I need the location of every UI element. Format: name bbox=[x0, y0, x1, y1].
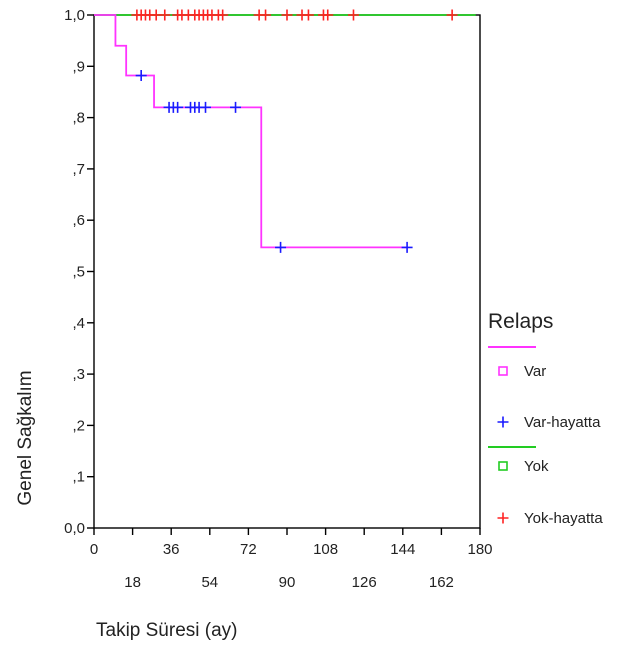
y-axis-ticks: 0,0 ,1 ,2 ,3 ,4 ,5 ,6 ,7 ,8 ,9 1,0 bbox=[64, 7, 94, 537]
x-tick-label: 54 bbox=[201, 574, 218, 591]
legend-title: Relaps bbox=[488, 310, 553, 333]
y-tick-label: ,1 bbox=[72, 469, 85, 486]
y-tick-label: ,5 bbox=[72, 264, 85, 281]
x-tick-label: 0 bbox=[90, 541, 98, 558]
plot-area bbox=[93, 14, 481, 529]
legend-entries: Var Var-hayatta Yok Yok-hayatta bbox=[488, 346, 603, 527]
censor-mark-var bbox=[135, 70, 147, 82]
y-tick-label: ,7 bbox=[72, 161, 85, 178]
legend-marker-var bbox=[498, 366, 508, 376]
censor-mark-yok bbox=[217, 9, 229, 21]
y-tick-label: ,3 bbox=[72, 366, 85, 383]
censor-mark-yok bbox=[159, 9, 171, 21]
censor-mark-yok bbox=[446, 9, 458, 21]
y-tick-label: 0,0 bbox=[64, 520, 85, 537]
x-tick-label: 18 bbox=[124, 574, 141, 591]
legend-marker-plus bbox=[497, 416, 509, 428]
y-tick-label: ,6 bbox=[72, 212, 85, 229]
x-tick-label: 162 bbox=[429, 574, 454, 591]
y-tick-label: ,8 bbox=[72, 110, 85, 127]
y-tick-label: ,2 bbox=[72, 417, 85, 434]
x-tick-label: 180 bbox=[467, 541, 492, 558]
x-tick-label: 144 bbox=[390, 541, 415, 558]
x-tick-label: 36 bbox=[163, 541, 180, 558]
censor-mark-yok bbox=[322, 9, 334, 21]
x-tick-label: 90 bbox=[279, 574, 296, 591]
x-axis-ticks: 0 36 72 108 144 180 18 54 90 126 162 bbox=[90, 528, 493, 591]
x-tick-label: 108 bbox=[313, 541, 338, 558]
censor-mark-yok bbox=[281, 9, 293, 21]
plot-border bbox=[93, 14, 481, 529]
y-axis-title: Genel Sağkalım bbox=[15, 370, 36, 505]
censor-mark-yok bbox=[347, 9, 359, 21]
x-tick-label: 72 bbox=[240, 541, 257, 558]
legend-label: Yok-hayatta bbox=[524, 510, 603, 527]
censor-mark-var bbox=[172, 101, 184, 113]
y-tick-label: ,4 bbox=[72, 315, 85, 332]
censor-mark-yok bbox=[302, 9, 314, 21]
series-line-var bbox=[94, 14, 408, 249]
censor-mark-yok bbox=[260, 9, 272, 21]
censor-mark-var bbox=[200, 101, 212, 113]
legend-marker-plus bbox=[497, 512, 509, 524]
censor-mark-var bbox=[401, 241, 413, 253]
censor-markers bbox=[131, 9, 458, 253]
legend-label: Var-hayatta bbox=[524, 414, 601, 431]
censor-mark-var bbox=[230, 101, 242, 113]
series-layer bbox=[94, 14, 476, 249]
legend-marker-yok bbox=[498, 461, 508, 471]
legend-label: Yok bbox=[524, 458, 549, 475]
x-tick-label: 126 bbox=[352, 574, 377, 591]
censor-mark-var bbox=[275, 241, 287, 253]
legend-label: Var bbox=[524, 363, 546, 380]
legend: Relaps Var Var-hayatta Yok Yok-hayatta bbox=[488, 310, 603, 527]
y-tick-label: ,9 bbox=[72, 58, 85, 75]
x-axis-title: Takip Süresi (ay) bbox=[96, 620, 238, 641]
y-tick-label: 1,0 bbox=[64, 7, 85, 24]
